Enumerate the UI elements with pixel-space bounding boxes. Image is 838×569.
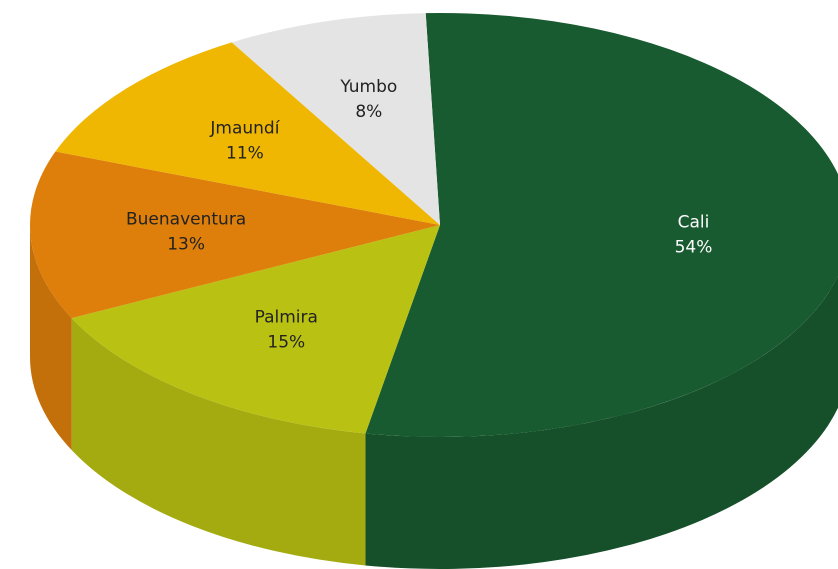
- slice-value-label: 13%: [167, 235, 205, 255]
- slice-value-label: 15%: [267, 333, 305, 353]
- slice-label: Buenaventura: [126, 210, 246, 230]
- slice: [231, 13, 440, 225]
- slice-label: Cali: [678, 213, 710, 233]
- slice: [365, 13, 838, 437]
- slice: [71, 225, 440, 434]
- slice: [55, 42, 441, 225]
- slice-label: Palmira: [255, 308, 318, 328]
- slice-label: Yumbo: [339, 77, 397, 97]
- slice-side: [365, 275, 838, 569]
- slice-value-label: 11%: [226, 144, 264, 164]
- slice-side: [30, 225, 72, 451]
- slice-label: Jmaundí: [209, 119, 280, 139]
- slice: [30, 151, 441, 319]
- slice-value-label: 54%: [675, 238, 713, 258]
- slice-value-label: 8%: [355, 102, 382, 122]
- slice-side: [71, 318, 366, 566]
